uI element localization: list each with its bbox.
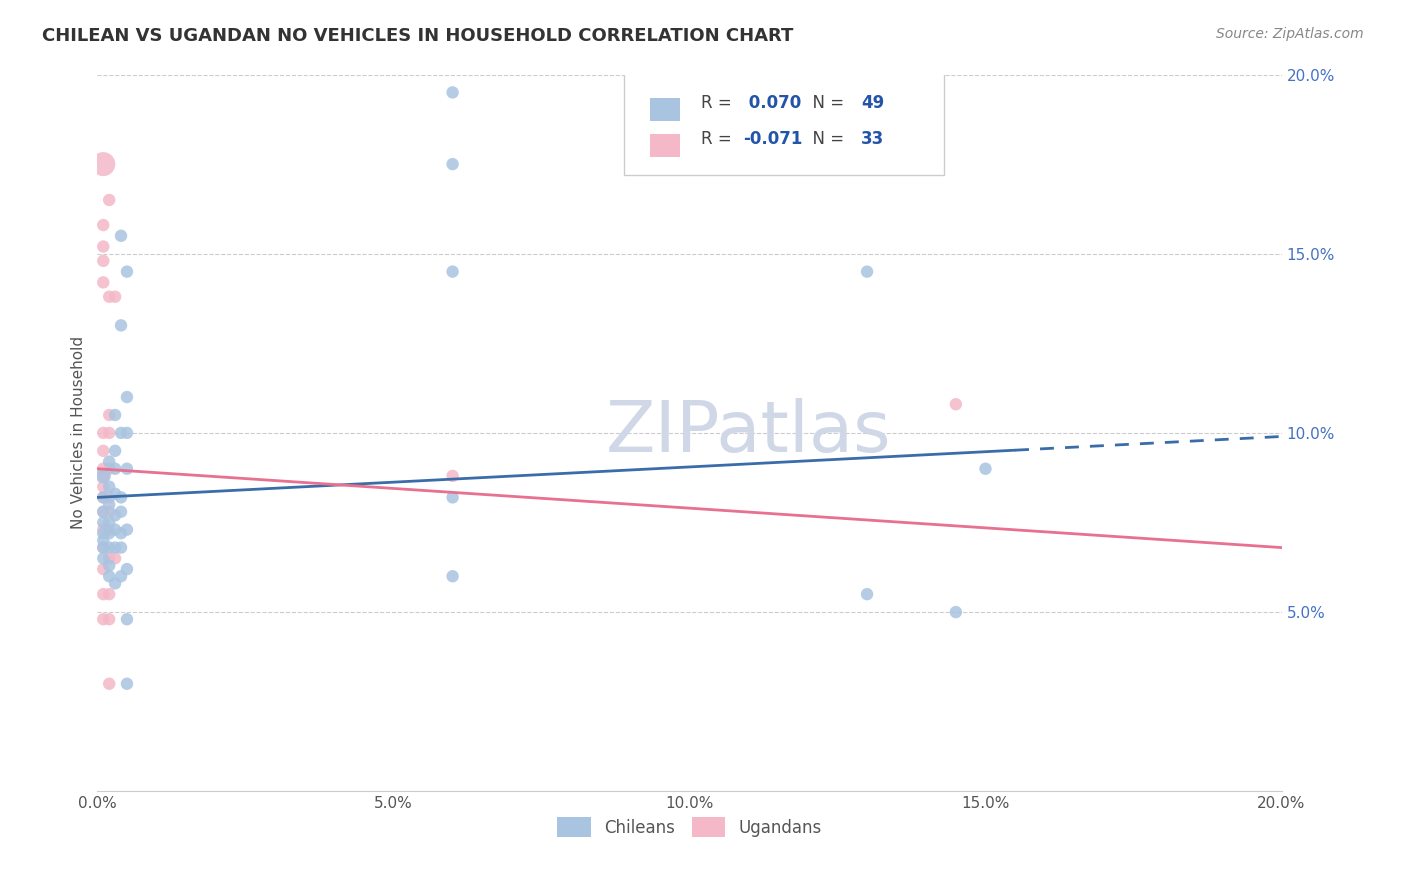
Y-axis label: No Vehicles in Household: No Vehicles in Household <box>72 336 86 530</box>
Text: 49: 49 <box>860 95 884 112</box>
Point <box>441 469 464 483</box>
Point <box>115 425 138 440</box>
Point <box>98 612 121 626</box>
Point <box>91 533 114 548</box>
Point <box>110 526 132 541</box>
Point <box>91 491 114 505</box>
Point <box>104 541 127 555</box>
Point <box>91 516 114 530</box>
Point <box>91 551 114 566</box>
Point <box>91 587 114 601</box>
Point <box>104 523 127 537</box>
Point <box>110 491 132 505</box>
Point <box>98 587 121 601</box>
Point <box>104 461 127 475</box>
Point <box>856 265 879 279</box>
Point <box>91 505 114 519</box>
Point <box>945 397 967 411</box>
Point <box>98 505 121 519</box>
Point <box>91 491 114 505</box>
Point <box>110 318 132 333</box>
Text: R =: R = <box>702 95 733 112</box>
Point <box>115 612 138 626</box>
Point <box>441 265 464 279</box>
Point <box>91 523 114 537</box>
Point <box>91 562 114 576</box>
Point <box>98 454 121 468</box>
Point <box>91 218 114 232</box>
Point <box>104 551 127 566</box>
FancyBboxPatch shape <box>651 134 681 157</box>
Point <box>98 516 121 530</box>
Point <box>441 491 464 505</box>
Point <box>98 558 121 573</box>
Point <box>98 461 121 475</box>
Point <box>91 612 114 626</box>
Point <box>441 86 464 100</box>
Point <box>91 425 114 440</box>
Point <box>98 677 121 691</box>
Point <box>115 461 138 475</box>
Point <box>441 569 464 583</box>
FancyBboxPatch shape <box>624 68 943 175</box>
Point <box>104 487 127 501</box>
Point <box>115 677 138 691</box>
Text: N =: N = <box>801 130 844 148</box>
Point <box>98 193 121 207</box>
Point <box>945 605 967 619</box>
Point <box>110 569 132 583</box>
Point <box>91 469 114 483</box>
Point <box>98 290 121 304</box>
Text: Source: ZipAtlas.com: Source: ZipAtlas.com <box>1216 27 1364 41</box>
Point <box>441 157 464 171</box>
Point <box>91 276 114 290</box>
Point <box>104 443 127 458</box>
Point <box>104 508 127 523</box>
Point <box>115 390 138 404</box>
Point <box>98 526 121 541</box>
Point <box>115 523 138 537</box>
Point <box>104 576 127 591</box>
Point <box>98 523 121 537</box>
Point <box>91 541 114 555</box>
Text: 0.070: 0.070 <box>742 95 801 112</box>
Text: 33: 33 <box>860 130 884 148</box>
Point <box>98 498 121 512</box>
Text: R =: R = <box>702 130 733 148</box>
Text: ZIPatlas: ZIPatlas <box>606 399 891 467</box>
Text: CHILEAN VS UGANDAN NO VEHICLES IN HOUSEHOLD CORRELATION CHART: CHILEAN VS UGANDAN NO VEHICLES IN HOUSEH… <box>42 27 793 45</box>
Point <box>91 541 114 555</box>
Legend: Chileans, Ugandans: Chileans, Ugandans <box>551 810 828 844</box>
Point <box>91 526 114 541</box>
Point <box>91 469 114 483</box>
Point <box>98 480 121 494</box>
Point <box>91 157 114 171</box>
Text: -0.071: -0.071 <box>742 130 801 148</box>
Point <box>856 587 879 601</box>
Point <box>110 505 132 519</box>
Point <box>91 239 114 253</box>
Point <box>98 551 121 566</box>
Point <box>91 461 114 475</box>
Point <box>110 541 132 555</box>
Point <box>91 505 114 519</box>
Point <box>110 228 132 243</box>
Point <box>104 408 127 422</box>
Point <box>115 265 138 279</box>
Point <box>104 290 127 304</box>
Point <box>115 562 138 576</box>
Point <box>98 491 121 505</box>
FancyBboxPatch shape <box>651 98 681 121</box>
Point <box>91 253 114 268</box>
Point <box>91 480 114 494</box>
Point <box>98 541 121 555</box>
Point <box>98 425 121 440</box>
Point <box>91 443 114 458</box>
Point <box>974 461 997 475</box>
Point <box>110 425 132 440</box>
Point <box>98 569 121 583</box>
Point <box>98 408 121 422</box>
Text: N =: N = <box>801 95 844 112</box>
